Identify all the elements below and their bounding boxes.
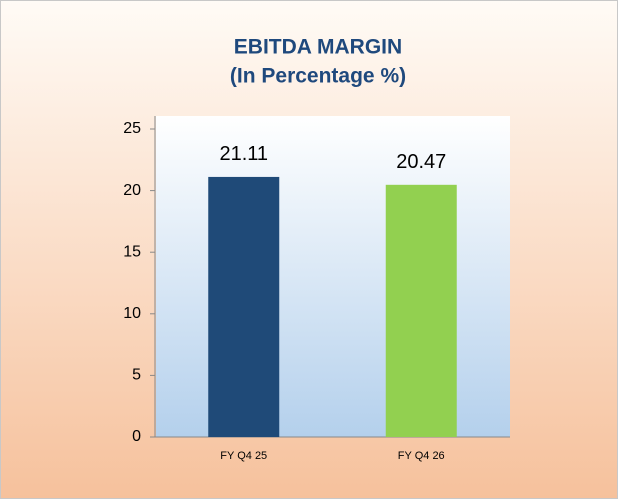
chart-subtitle: (In Percentage %) [230,65,406,88]
y-tick-label: 15 [123,243,141,260]
value-label: 20.47 [396,151,446,173]
x-tick-label: FY Q4 25 [220,450,267,462]
x-tick-label: FY Q4 26 [398,450,445,462]
y-tick-label: 10 [123,305,141,322]
y-tick-label: 0 [132,428,141,445]
bar [385,184,457,437]
y-tick-label: 25 [123,120,141,137]
y-tick-label: 5 [132,367,141,384]
value-label: 21.11 [219,143,268,165]
chart-title: EBITDA MARGIN [234,36,402,59]
bar [208,176,280,437]
y-tick-label: 20 [123,182,141,199]
